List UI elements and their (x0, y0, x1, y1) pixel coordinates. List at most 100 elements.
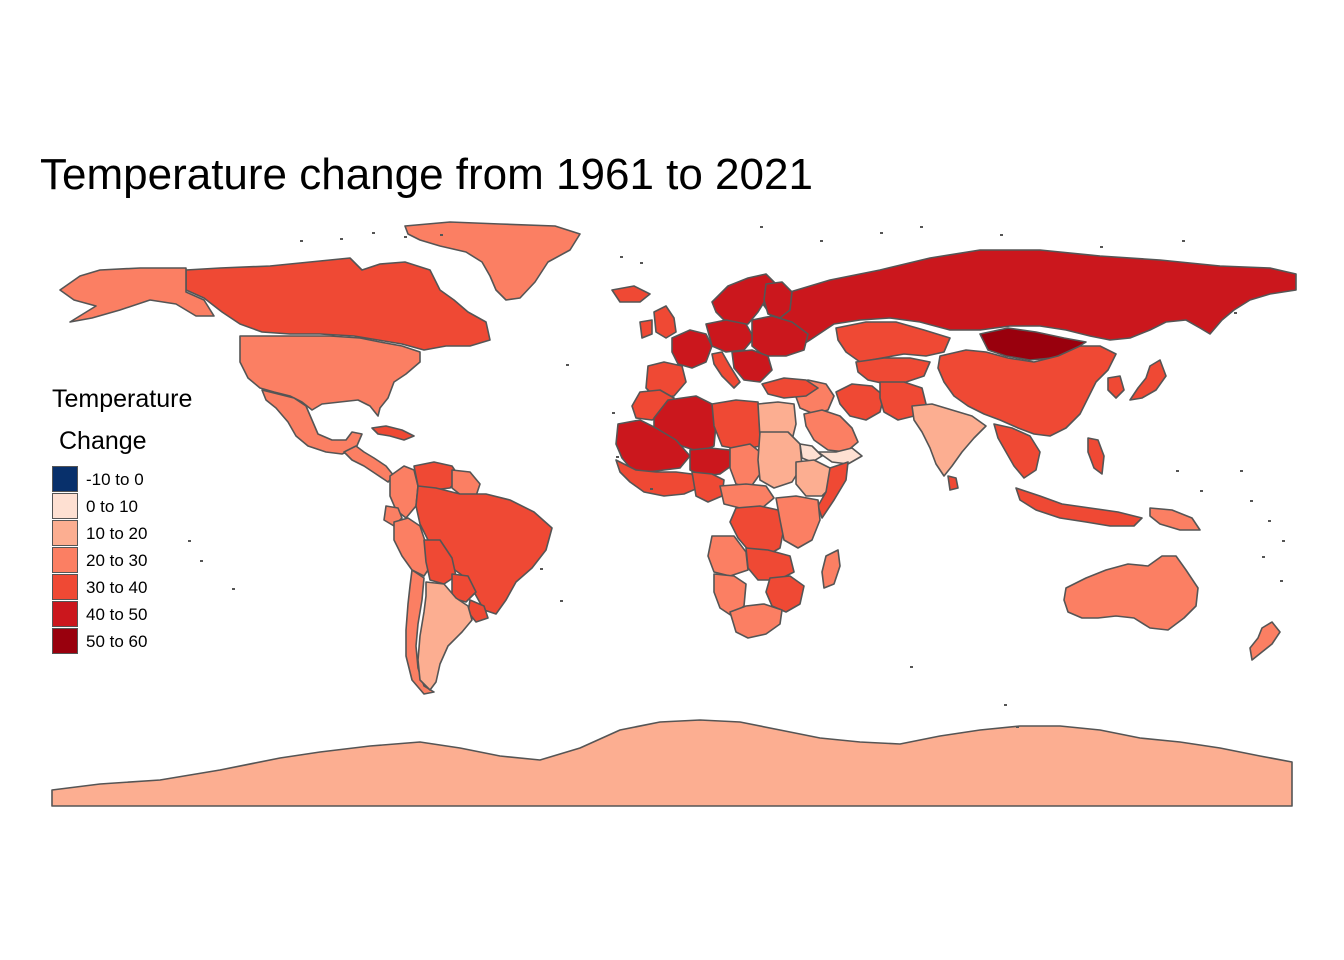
region-ireland (639, 319, 653, 339)
region-iran (835, 383, 885, 421)
region-chad (729, 443, 761, 489)
legend-item: 50 to 60 (52, 628, 192, 655)
island-speck (760, 226, 763, 228)
region-western-europe (671, 329, 713, 369)
region-kazakhstan (835, 321, 951, 363)
island-speck (640, 262, 643, 264)
island-speck (300, 240, 303, 242)
region-central-asia (855, 357, 931, 385)
region-russia (759, 249, 1297, 351)
island-speck (820, 240, 823, 242)
island-speck (1280, 580, 1283, 582)
region-south-africa (729, 603, 783, 639)
legend-label: 0 to 10 (86, 497, 138, 516)
region-canada (185, 257, 491, 351)
island-speck (612, 412, 615, 414)
legend-item: 0 to 10 (52, 493, 192, 520)
region-cuba (371, 425, 415, 441)
region-italy (711, 351, 741, 389)
island-speck (880, 232, 883, 234)
region-somalia (817, 461, 849, 519)
region-antarctica (51, 719, 1293, 807)
island-speck (560, 600, 563, 602)
island-speck (540, 568, 543, 570)
legend-swatch (52, 628, 78, 654)
region-alaska (59, 267, 215, 323)
island-speck (404, 236, 407, 238)
island-speck (440, 234, 443, 236)
island-speck (650, 488, 653, 490)
region-argentina (417, 581, 473, 691)
legend-title-line1: Temperature (52, 385, 193, 413)
island-speck (188, 540, 191, 542)
region-sudan (757, 431, 803, 489)
region-greenland (404, 221, 581, 301)
island-speck (1262, 556, 1265, 558)
region-bolivia (423, 539, 457, 585)
region-sri-lanka (947, 475, 959, 491)
legend-label: 50 to 60 (86, 632, 148, 651)
legend-item: 20 to 30 (52, 547, 192, 574)
island-speck (340, 238, 343, 240)
region-nigeria (691, 471, 725, 503)
region-east-africa (775, 495, 821, 549)
region-australia (1063, 555, 1199, 631)
island-speck (910, 666, 913, 668)
region-finland (763, 281, 793, 319)
island-speck (616, 456, 619, 458)
island-speck (1234, 312, 1237, 314)
region-balkans (731, 349, 773, 383)
region-west-africa (615, 459, 699, 497)
region-central-europe (705, 319, 755, 353)
region-madagascar (821, 549, 841, 589)
island-speck (1182, 240, 1185, 242)
legend-items: -10 to 0 0 to 10 10 to 20 20 to 30 30 to… (52, 466, 192, 655)
island-speck (566, 364, 569, 366)
island-speck (1268, 520, 1271, 522)
legend-label: 20 to 30 (86, 551, 148, 570)
region-papua-new-guinea (1149, 507, 1201, 531)
region-southeast-asia (993, 423, 1041, 479)
legend-label: 10 to 20 (86, 524, 148, 543)
region-japan (1129, 359, 1167, 401)
island-speck (1240, 470, 1243, 472)
legend-swatch (52, 574, 78, 600)
legend-item: 40 to 50 (52, 601, 192, 628)
region-guyana (451, 469, 481, 497)
region-new-zealand (1249, 621, 1281, 661)
region-saudi-arabia (803, 409, 859, 453)
legend-swatch (52, 520, 78, 546)
region-indonesia (1015, 487, 1143, 527)
legend-label: -10 to 0 (86, 470, 144, 489)
legend-label: 40 to 50 (86, 605, 148, 624)
region-eritrea (799, 443, 823, 463)
region-mauritania-and-mali (615, 419, 691, 473)
region-iberia (645, 361, 687, 399)
island-speck (1000, 234, 1003, 236)
island-speck (1200, 490, 1203, 492)
region-eastern-europe (751, 315, 809, 357)
island-speck (372, 232, 375, 234)
island-speck (1282, 540, 1285, 542)
island-speck (920, 226, 923, 228)
island-speck (1250, 500, 1253, 502)
region-iceland (611, 285, 651, 303)
legend-swatch (52, 493, 78, 519)
island-speck (1100, 246, 1103, 248)
region-southern-africa (765, 575, 805, 613)
region-turkey (761, 377, 819, 399)
legend-item: 30 to 40 (52, 574, 192, 601)
legend-swatch (52, 601, 78, 627)
island-speck (1176, 470, 1179, 472)
island-speck (232, 588, 235, 590)
legend-swatch (52, 547, 78, 573)
legend: Temperature Change -10 to 0 0 to 10 10 t… (52, 378, 192, 655)
legend-item: -10 to 0 (52, 466, 192, 493)
region-india (911, 403, 987, 477)
region-central-america (343, 445, 395, 483)
island-speck (1016, 726, 1019, 728)
region-yemen (817, 447, 863, 465)
legend-title-line2: Change (59, 427, 147, 455)
region-zambia (745, 547, 795, 581)
